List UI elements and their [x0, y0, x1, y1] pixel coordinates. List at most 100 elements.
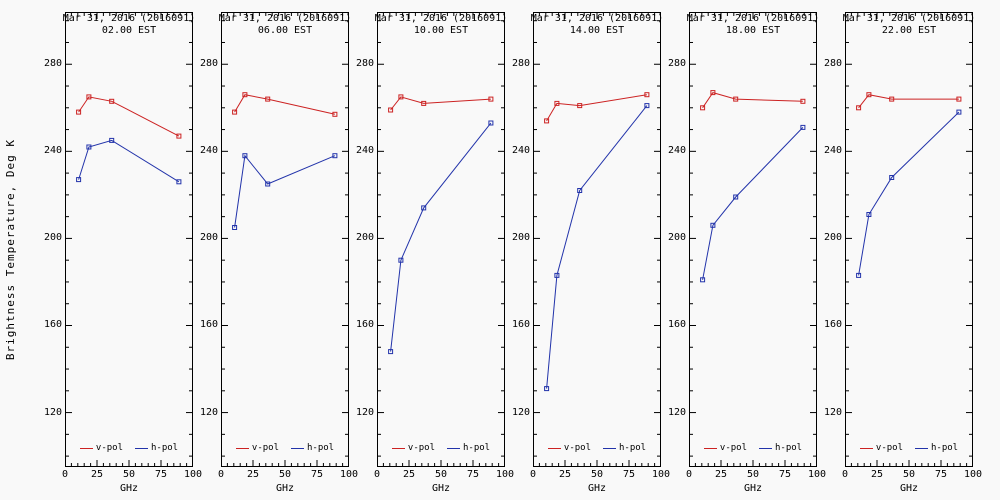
legend-line-swatch — [447, 447, 460, 449]
y-tick-label: 240 — [355, 145, 374, 157]
legend-item-h-pol: h-pol — [291, 443, 334, 453]
y-tick-label: 280 — [43, 58, 62, 70]
x-tick-label: 75 — [310, 469, 324, 480]
x-tick-labels: 0 25 50 75 100 — [37, 469, 202, 481]
plot-svg — [845, 12, 973, 467]
legend-label: h-pol — [619, 443, 647, 453]
legend-line-swatch — [603, 447, 616, 449]
x-tick-label: 100 — [651, 469, 671, 480]
x-tick-label: 50 — [746, 469, 760, 480]
legend-item-v-pol: v-pol — [79, 443, 123, 453]
chart-panel: 120 160 200 240 280 Mar 31, 2016 (2016091) 1… — [505, 0, 670, 500]
legend-item-v-pol: v-pol — [235, 443, 279, 453]
legend-line-swatch — [915, 447, 928, 449]
y-tick-labels: 120 160 200 240 280 — [817, 0, 843, 500]
y-tick-label: 160 — [511, 319, 530, 331]
y-tick-label: 280 — [355, 58, 374, 70]
legend-item-v-pol: v-pol — [859, 443, 903, 453]
y-tick-label: 200 — [355, 232, 374, 244]
y-tick-labels: 120 160 200 240 280 — [193, 0, 219, 500]
y-axis-label: Brightness Temperature, Deg K — [3, 139, 17, 361]
legend-line-swatch — [79, 447, 93, 449]
x-axis-label: GHz — [119, 483, 139, 494]
y-tick-labels: 120 160 200 240 280 — [661, 0, 687, 500]
legend-label: v-pol — [719, 443, 747, 453]
x-tick-label: 100 — [495, 469, 515, 480]
legend-label: h-pol — [775, 443, 803, 453]
y-tick-label: 120 — [823, 406, 842, 418]
legend-item-v-pol: v-pol — [391, 443, 435, 453]
x-tick-label: 50 — [434, 469, 448, 480]
legend-label: v-pol — [563, 443, 591, 453]
x-axis-label: GHz — [587, 483, 607, 494]
legend-label: h-pol — [463, 443, 491, 453]
x-tick-labels: 0 25 50 75 100 — [505, 469, 670, 481]
chart-panel: 120 160 200 240 280 Mar 31, 2016 (2016091) 0… — [37, 0, 202, 500]
x-tick-label: 75 — [154, 469, 168, 480]
x-tick-label: 25 — [558, 469, 572, 480]
y-tick-label: 200 — [511, 232, 530, 244]
legend-item-v-pol: v-pol — [547, 443, 591, 453]
y-tick-label: 160 — [199, 319, 218, 331]
x-tick-label: 50 — [590, 469, 604, 480]
panels-row: 120 160 200 240 280 Mar 31, 2016 (2016091) 0… — [37, 0, 982, 500]
x-axis-label: GHz — [743, 483, 763, 494]
y-axis-label-wrap: Brightness Temperature, Deg K — [0, 0, 20, 500]
chart-panel: 120 160 200 240 280 Mar 31, 2016 (2016091) 1… — [349, 0, 514, 500]
panel-title: Mar 31, 2016 (2016091) — [62, 13, 196, 24]
legend-line-swatch — [235, 447, 249, 449]
x-tick-label: 25 — [870, 469, 884, 480]
x-tick-label: 25 — [402, 469, 416, 480]
x-tick-labels: 0 25 50 75 100 — [349, 469, 514, 481]
panel-title: Mar 31, 2016 (2016091) — [374, 13, 508, 24]
x-tick-label: 0 — [529, 469, 537, 480]
panel-titles: Mar 31, 2016 (2016091) 02.00 EST — [62, 13, 196, 37]
chart-panel: 120 160 200 240 280 Mar 31, 2016 (2016091) 1… — [661, 0, 826, 500]
x-tick-label: 25 — [714, 469, 728, 480]
legend-label: v-pol — [875, 443, 903, 453]
y-tick-label: 200 — [43, 232, 62, 244]
x-axis-label: GHz — [899, 483, 919, 494]
legend-line-swatch — [547, 447, 561, 449]
x-tick-labels: 0 25 50 75 100 — [661, 469, 826, 481]
panel-title: Mar 31, 2016 (2016091) — [842, 13, 976, 24]
legend-item-h-pol: h-pol — [603, 443, 646, 453]
y-tick-label: 120 — [667, 406, 686, 418]
chart-panel: 120 160 200 240 280 Mar 31, 2016 (2016091) 2… — [817, 0, 982, 500]
panel-subtitle: 18.00 EST — [725, 25, 781, 36]
legend: v-pol h-pol — [65, 443, 193, 453]
legend-line-swatch — [859, 447, 873, 449]
x-tick-label: 100 — [963, 469, 983, 480]
y-tick-label: 240 — [823, 145, 842, 157]
y-tick-label: 240 — [43, 145, 62, 157]
y-tick-label: 280 — [199, 58, 218, 70]
legend: v-pol h-pol — [533, 443, 661, 453]
panel-subtitle: 22.00 EST — [881, 25, 937, 36]
legend-label: v-pol — [95, 443, 123, 453]
y-tick-labels: 120 160 200 240 280 — [349, 0, 375, 500]
plot-svg — [65, 12, 193, 467]
panel-subtitle: 02.00 EST — [101, 25, 157, 36]
x-tick-label: 75 — [934, 469, 948, 480]
y-tick-label: 120 — [511, 406, 530, 418]
y-tick-label: 240 — [511, 145, 530, 157]
x-tick-label: 0 — [685, 469, 693, 480]
legend-label: h-pol — [931, 443, 959, 453]
legend-item-h-pol: h-pol — [759, 443, 802, 453]
panel-titles: Mar 31, 2016 (2016091) 18.00 EST — [687, 13, 819, 37]
legend: v-pol h-pol — [221, 443, 349, 453]
x-tick-label: 75 — [622, 469, 636, 480]
legend-label: v-pol — [407, 443, 435, 453]
y-tick-label: 240 — [199, 145, 218, 157]
plot-svg — [533, 12, 661, 467]
x-tick-label: 0 — [217, 469, 225, 480]
x-tick-labels: 0 25 50 75 100 — [817, 469, 982, 481]
y-tick-label: 280 — [667, 58, 686, 70]
panel-titles: Mar 31, 2016 (2016091) 06.00 EST — [219, 13, 351, 37]
x-tick-label: 50 — [122, 469, 136, 480]
legend-item-h-pol: h-pol — [447, 443, 490, 453]
x-tick-label: 0 — [61, 469, 69, 480]
x-tick-labels: 0 25 50 75 100 — [193, 469, 358, 481]
legend-item-v-pol: v-pol — [703, 443, 747, 453]
